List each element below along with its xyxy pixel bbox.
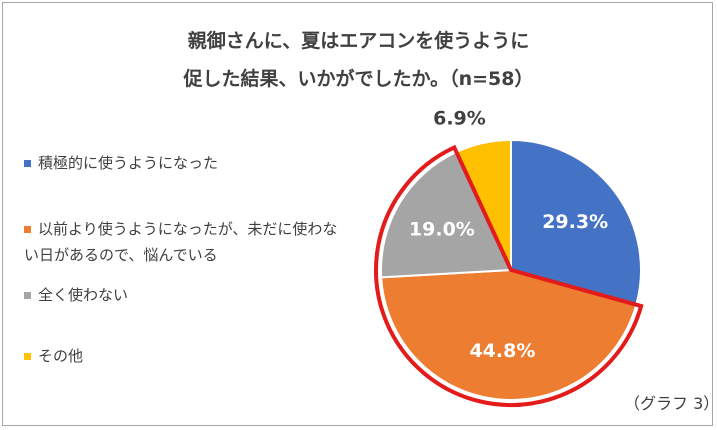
highlight-outline: [374, 144, 644, 407]
pie-slice-2: [380, 268, 638, 401]
legend-label-2-line-2: い日があるので、悩んでいる: [24, 246, 218, 264]
legend-item-4: その他: [24, 343, 354, 369]
legend-swatch-4: [24, 353, 31, 360]
legend-label-2-line-1: 以前より使うようになったが、未だに使わな: [38, 220, 338, 238]
legend-swatch-3: [24, 292, 31, 299]
legend-item-3: 全く使わない: [24, 282, 354, 308]
chart-title-line-2: 促した結果、いかがでしたか。（n=58）: [183, 68, 534, 90]
data-label-2: 44.8%: [469, 340, 535, 362]
legend-label-4: その他: [38, 347, 84, 365]
legend-item-2: 以前より使うようになったが、未だに使わな い日があるので、悩んでいる: [24, 216, 354, 268]
legend-label-3: 全く使わない: [38, 286, 129, 304]
legend-swatch-1: [24, 160, 31, 167]
data-label-4: 6.9%: [433, 108, 486, 130]
pie-slice-3: [380, 150, 513, 279]
chart-title: 親御さんに、夏はエアコンを使うように 促した結果、いかがでしたか。（n=58）: [0, 22, 717, 98]
pie-slice-1: [510, 138, 642, 306]
chart-title-line-1: 親御さんに、夏はエアコンを使うように: [187, 30, 530, 52]
chart-caption: （グラフ 3）: [624, 394, 717, 413]
legend-item-1: 積極的に使うようになった: [24, 150, 354, 176]
data-label-1: 29.3%: [542, 211, 608, 233]
legend-swatch-2: [24, 226, 31, 233]
data-label-3: 19.0%: [409, 219, 475, 241]
legend-label-1: 積極的に使うようになった: [38, 154, 219, 172]
